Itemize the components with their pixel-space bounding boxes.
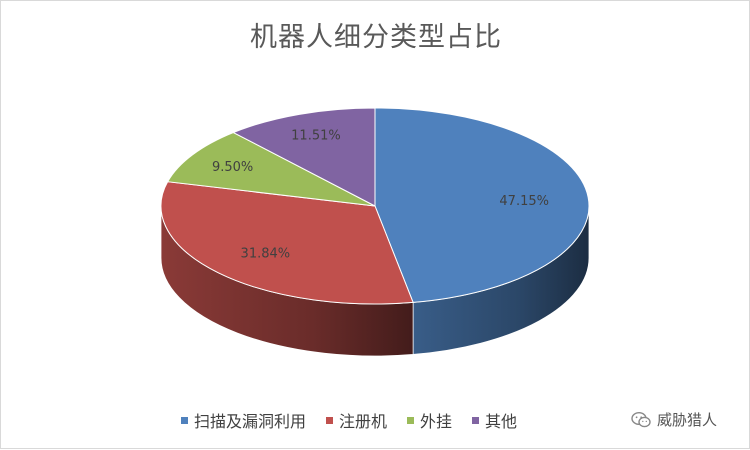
wechat-icon — [631, 411, 651, 429]
legend-item-0: 扫描及漏洞利用 — [181, 408, 306, 432]
pie-slice-3 — [232, 107, 376, 207]
legend-swatch — [472, 416, 480, 424]
data-label-1: 31.84% — [241, 247, 291, 262]
legend-label: 扫描及漏洞利用 — [194, 412, 307, 431]
legend-swatch — [326, 416, 334, 424]
data-label-2: 9.50% — [212, 160, 253, 175]
legend-label: 注册机 — [339, 412, 388, 431]
pie-slice-0 — [374, 107, 590, 303]
legend: 扫描及漏洞利用 注册机 外挂 其他 — [181, 408, 517, 432]
legend-label: 其他 — [485, 412, 518, 431]
pie-labels: 47.15% 31.84% 9.50% 11.51% — [212, 129, 549, 262]
legend-item-1: 注册机 — [326, 408, 387, 432]
legend-swatch — [407, 416, 415, 424]
legend-item-2: 外挂 — [407, 408, 452, 432]
legend-item-3: 其他 — [472, 408, 517, 432]
data-label-0: 47.15% — [499, 194, 549, 209]
legend-swatch — [181, 416, 188, 424]
legend-label: 外挂 — [420, 412, 453, 431]
watermark: 威胁猎人 — [631, 409, 717, 430]
pie-tops — [160, 107, 590, 305]
chart-title: 机器人细分类型占比 — [250, 22, 502, 53]
data-label-3: 11.51% — [291, 129, 341, 144]
pie-slice-2 — [166, 131, 376, 207]
watermark-text: 威胁猎人 — [657, 411, 718, 429]
pie-slice-1 — [160, 181, 414, 305]
